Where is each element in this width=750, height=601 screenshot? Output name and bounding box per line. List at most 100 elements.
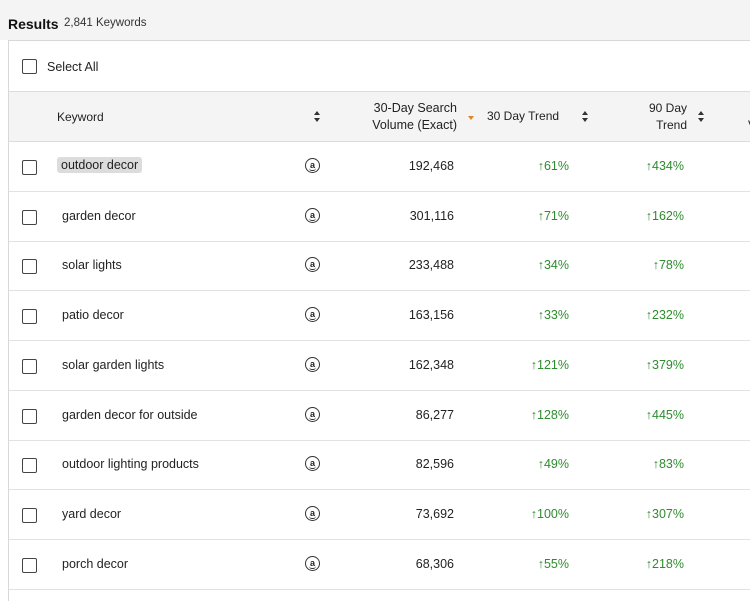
sort-trend30-icon[interactable]: [582, 111, 590, 123]
trend90-cell: ↑445%: [609, 408, 684, 422]
column-header-volume[interactable]: 30-Day Search Volume (Exact): [339, 100, 457, 134]
trend30-cell: ↑55%: [489, 557, 569, 571]
table-row[interactable]: solar lights a 233,488 ↑34% ↑78%: [9, 241, 750, 291]
trend90-value: 445%: [652, 408, 684, 422]
amazon-icon[interactable]: a: [305, 158, 320, 173]
volume-cell: 233,488: [408, 258, 454, 272]
keyword-cell[interactable]: outdoor lighting products: [62, 457, 199, 471]
trend-up-arrow-icon: ↑: [537, 457, 544, 471]
table-row[interactable]: outdoor decor a 192,468 ↑61% ↑ 434%: [9, 142, 750, 192]
volume-cell: 192,468: [408, 159, 454, 173]
sort-keyword-icon[interactable]: [314, 111, 322, 123]
trend30-value: 61%: [543, 159, 569, 173]
amazon-icon[interactable]: a: [305, 506, 320, 521]
volume-cell: 163,156: [408, 308, 454, 322]
amazon-icon[interactable]: a: [305, 307, 320, 322]
amazon-icon[interactable]: a: [305, 208, 320, 223]
row-checkbox[interactable]: [22, 359, 37, 374]
keyword-cell[interactable]: porch decor: [62, 557, 129, 571]
table-row[interactable]: garden decor a 301,116 ↑71% ↑162%: [9, 192, 750, 242]
amazon-icon[interactable]: a: [305, 357, 320, 372]
trend30-value: 100%: [537, 507, 569, 521]
trend30-value: 34%: [543, 258, 569, 272]
column-header-keyword[interactable]: Keyword: [57, 110, 104, 124]
amazon-icon[interactable]: a: [305, 257, 320, 272]
trend90-cell: ↑218%: [609, 557, 684, 571]
row-checkbox[interactable]: [22, 309, 37, 324]
column-header-trend30[interactable]: 30 Day Trend: [487, 109, 560, 123]
sort-desc-active-icon[interactable]: [468, 116, 474, 120]
trend90-value: 83%: [658, 457, 684, 471]
row-checkbox[interactable]: [22, 458, 37, 473]
column-header-trend90[interactable]: 90 Day Trend: [621, 100, 687, 134]
keyword-cell[interactable]: garden decor: [62, 209, 136, 223]
row-checkbox[interactable]: [22, 160, 37, 175]
trend90-cell: ↑83%: [609, 457, 684, 471]
table-row[interactable]: porch decor a 68,306 ↑55% ↑218%: [9, 540, 750, 590]
row-checkbox[interactable]: [22, 508, 37, 523]
row-checkbox[interactable]: [22, 558, 37, 573]
trend30-value: 71%: [543, 209, 569, 223]
volume-cell: 73,692: [415, 507, 454, 521]
sort-trend90-icon[interactable]: [698, 111, 706, 123]
select-all-bar: Select All: [9, 41, 750, 92]
results-table: Select All Keyword 30-Day Search Volume …: [8, 40, 750, 601]
trend30-cell: ↑33%: [489, 308, 569, 322]
trend30-value: 128%: [537, 408, 569, 422]
amazon-icon-glyph: a: [309, 309, 315, 319]
amazon-icon[interactable]: a: [305, 407, 320, 422]
trend-up-arrow-icon: ↑: [645, 358, 653, 372]
trend90-cell: ↑78%: [609, 258, 684, 272]
trend30-cell: ↑128%: [489, 408, 569, 422]
row-checkbox[interactable]: [22, 409, 37, 424]
column-header-volume-line2: Volume (Exact): [372, 118, 457, 132]
table-row[interactable]: solar garden lights a 162,348 ↑121% ↑379%: [9, 341, 750, 391]
amazon-icon[interactable]: a: [305, 456, 320, 471]
row-checkbox[interactable]: [22, 259, 37, 274]
trend30-value: 49%: [543, 457, 569, 471]
keyword-cell[interactable]: yard decor: [62, 507, 122, 521]
trend90-cell: ↑232%: [609, 308, 684, 322]
row-checkbox[interactable]: [22, 210, 37, 225]
amazon-icon[interactable]: a: [305, 556, 320, 571]
trend-up-arrow-icon: ↑: [645, 308, 653, 322]
keyword-cell[interactable]: solar lights: [62, 258, 122, 272]
trend30-value: 121%: [537, 358, 569, 372]
table-header: Keyword 30-Day Search Volume (Exact) 30 …: [9, 92, 750, 142]
keyword-cell[interactable]: patio decor: [62, 308, 124, 322]
trend30-cell: ↑49%: [489, 457, 569, 471]
trend30-cell: ↑34%: [489, 258, 569, 272]
trend30-value: 55%: [543, 557, 569, 571]
trend90-value: 232%: [652, 308, 684, 322]
table-row[interactable]: patio decor a 163,156 ↑33% ↑232%: [9, 291, 750, 341]
keyword-count: 2,841 Keywords: [64, 17, 147, 29]
column-header-trend90-line2: Trend: [656, 118, 687, 132]
table-row[interactable]: garden decor for outside a 86,277 ↑128% ↑445…: [9, 391, 750, 441]
keyword-cell[interactable]: outdoor decor: [57, 157, 143, 173]
trend-up-arrow-icon: ↑: [537, 557, 544, 571]
table-row[interactable]: yard decor a 73,692 ↑100% ↑307%: [9, 490, 750, 540]
select-all-label[interactable]: Select All: [47, 60, 99, 74]
trend30-cell: ↑61%: [489, 159, 569, 173]
trend-up-arrow-icon: ↑: [652, 457, 659, 471]
trend-up-arrow-icon: ↑: [537, 209, 544, 223]
trend-up-arrow-icon: ↑: [530, 408, 538, 422]
volume-cell: 162,348: [408, 358, 454, 372]
trend90-value: 434%: [652, 159, 684, 173]
trend-up-arrow-icon: ↑: [645, 408, 653, 422]
amazon-icon-glyph: a: [309, 210, 315, 220]
trend90-value: 78%: [658, 258, 684, 272]
column-header-trend90-line1: 90 Day: [648, 101, 687, 115]
amazon-icon-glyph: a: [309, 508, 315, 518]
table-row[interactable]: outdoor lighting products a 82,596 ↑49% ↑83%: [9, 440, 750, 490]
trend-up-arrow-icon: ↑: [530, 358, 538, 372]
trend-up-arrow-icon: ↑: [537, 159, 544, 173]
keyword-cell[interactable]: garden decor for outside: [62, 408, 198, 422]
keyword-cell[interactable]: solar garden lights: [62, 358, 165, 372]
trend-up-arrow-icon: ↑: [645, 507, 653, 521]
amazon-icon-glyph: a: [309, 359, 315, 369]
select-all-checkbox[interactable]: [22, 59, 37, 74]
trend-up-arrow-icon: ↑: [652, 258, 659, 272]
trend90-value: 379%: [652, 358, 684, 372]
trend30-cell: ↑121%: [489, 358, 569, 372]
